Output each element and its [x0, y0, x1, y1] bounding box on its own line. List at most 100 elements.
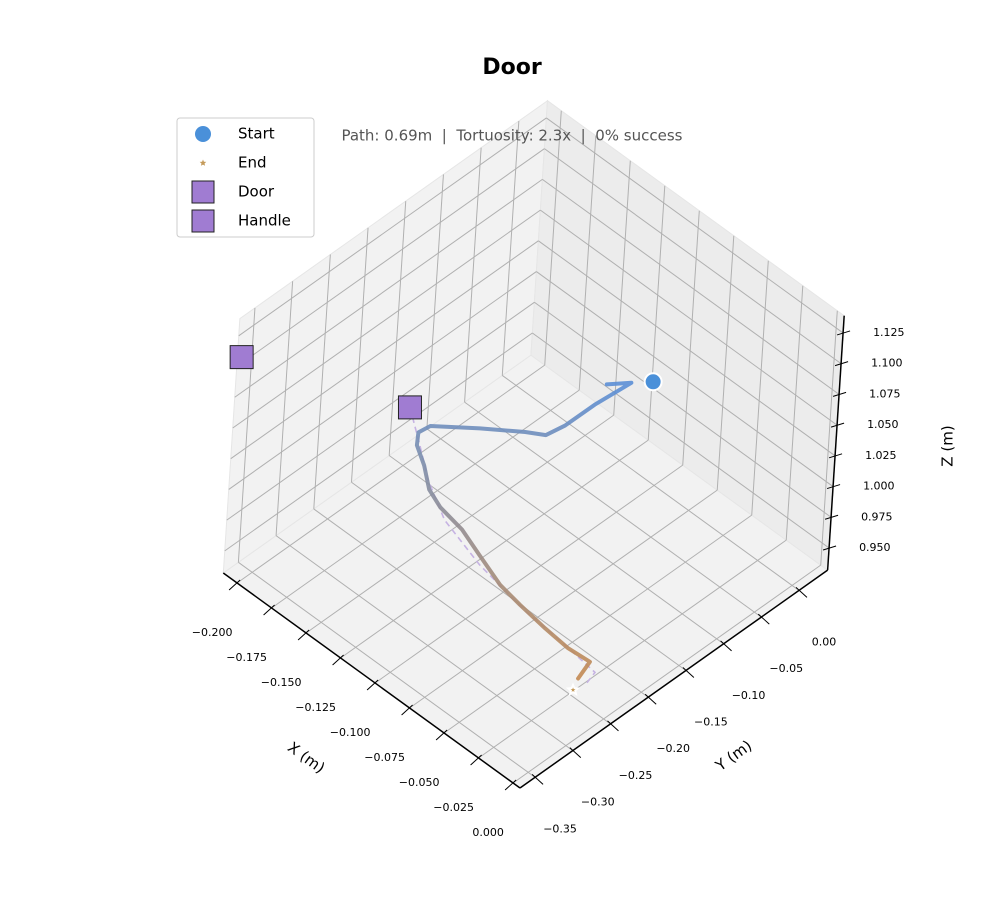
grid-line — [232, 209, 541, 429]
legend-marker — [191, 180, 215, 204]
grid-line — [542, 178, 840, 395]
z-tick-label: 0.950 — [859, 541, 891, 554]
grid-line — [536, 271, 834, 487]
grid-line — [305, 414, 615, 634]
grid-line — [271, 389, 580, 609]
y-tick-label: −0.10 — [732, 689, 766, 702]
legend-marker — [199, 159, 207, 166]
x-tick — [470, 754, 482, 766]
grid-line — [340, 439, 649, 659]
x-tick — [504, 779, 517, 791]
x-tick-label: −0.100 — [330, 726, 371, 739]
x-tick — [366, 679, 379, 691]
legend-label: End — [238, 154, 267, 172]
legend-label: Door — [238, 183, 275, 201]
y-tick — [644, 693, 657, 705]
grid-line — [275, 281, 294, 536]
grid-line — [224, 332, 533, 552]
grid-line — [647, 185, 666, 441]
grid-line — [236, 364, 546, 584]
x-axis-label: X (m) — [284, 738, 328, 777]
legend-label: Handle — [238, 212, 291, 230]
legend-marker — [195, 126, 211, 142]
y-tick — [720, 640, 732, 652]
z-tick-label: 0.975 — [861, 510, 893, 523]
x-tick-label: −0.025 — [433, 801, 474, 814]
grid-line — [351, 481, 649, 698]
grid-line — [820, 310, 838, 566]
grid-line — [512, 564, 822, 784]
x-axis — [222, 572, 521, 789]
grid-line — [426, 174, 444, 429]
grid-line — [234, 178, 543, 398]
trajectory-line — [414, 380, 634, 681]
z-tick-label: 1.000 — [863, 480, 895, 493]
y-tick — [795, 587, 808, 598]
y-tick-label: −0.05 — [769, 662, 803, 675]
grid-line — [236, 148, 545, 367]
grid-line — [313, 254, 331, 509]
z-tick-label: 1.050 — [867, 418, 899, 431]
grid-line — [226, 301, 535, 521]
y-tick — [682, 667, 695, 678]
grid-line — [501, 120, 520, 376]
x-tick-label: −0.125 — [295, 701, 336, 714]
z-axis-label: Z (m) — [939, 425, 957, 466]
x-tick — [401, 704, 413, 716]
legend-marker — [191, 209, 215, 233]
grid-line — [544, 110, 562, 366]
y-tick-label: 0.00 — [812, 635, 837, 648]
grid-line — [388, 455, 687, 671]
grid-line — [238, 561, 536, 778]
star-marker — [565, 682, 581, 697]
overlay: Door Path: 0.69m | Tortuosity: 2.3x | 0%… — [341, 55, 682, 145]
y-axis — [519, 569, 829, 789]
chart-title: Door — [482, 55, 541, 80]
y-tick — [757, 613, 770, 625]
y-tick — [569, 747, 582, 758]
legend-label: Start — [238, 125, 275, 143]
grid-line — [230, 240, 539, 460]
grid-line — [751, 260, 769, 516]
grid-line — [478, 539, 787, 759]
plot-area — [229, 345, 663, 697]
chart-subtitle: Path: 0.69m | Tortuosity: 2.3x | 0% succ… — [341, 127, 682, 145]
grid-line — [313, 508, 611, 725]
grid-line — [538, 240, 836, 457]
x-tick-label: −0.200 — [192, 626, 233, 639]
x-tick — [332, 654, 344, 666]
z-tick-label: 1.075 — [869, 387, 901, 400]
grid-line — [578, 135, 597, 391]
circle-marker — [643, 372, 663, 392]
y-tick-label: −0.20 — [656, 742, 690, 755]
grid-line — [534, 301, 832, 518]
grid-line — [544, 148, 842, 365]
x-tick — [435, 729, 448, 741]
grid-line — [785, 285, 804, 541]
legend: Start End Door Handle — [176, 117, 315, 238]
grid-line — [275, 535, 574, 752]
z-tick-label: 1.025 — [865, 449, 897, 462]
grid-line — [350, 227, 369, 483]
square-marker — [229, 345, 254, 370]
y-tick — [531, 773, 544, 785]
x-tick-label: −0.075 — [364, 751, 405, 764]
grid-line — [716, 235, 735, 491]
grid-line — [546, 117, 844, 334]
z-tick-label: 1.100 — [871, 357, 903, 370]
square-marker — [397, 395, 422, 420]
grid-line — [426, 428, 724, 645]
x-tick — [263, 604, 275, 616]
grid-line — [540, 209, 838, 426]
panes — [222, 99, 845, 789]
grid — [224, 110, 844, 784]
grid-line — [238, 117, 547, 337]
y-tick — [607, 720, 619, 732]
grid-line — [532, 332, 830, 549]
grid-line — [613, 160, 631, 416]
x-tick-label: −0.150 — [261, 676, 302, 689]
x-tick — [297, 629, 310, 641]
grid-line — [501, 375, 800, 591]
z-axis — [826, 315, 845, 571]
